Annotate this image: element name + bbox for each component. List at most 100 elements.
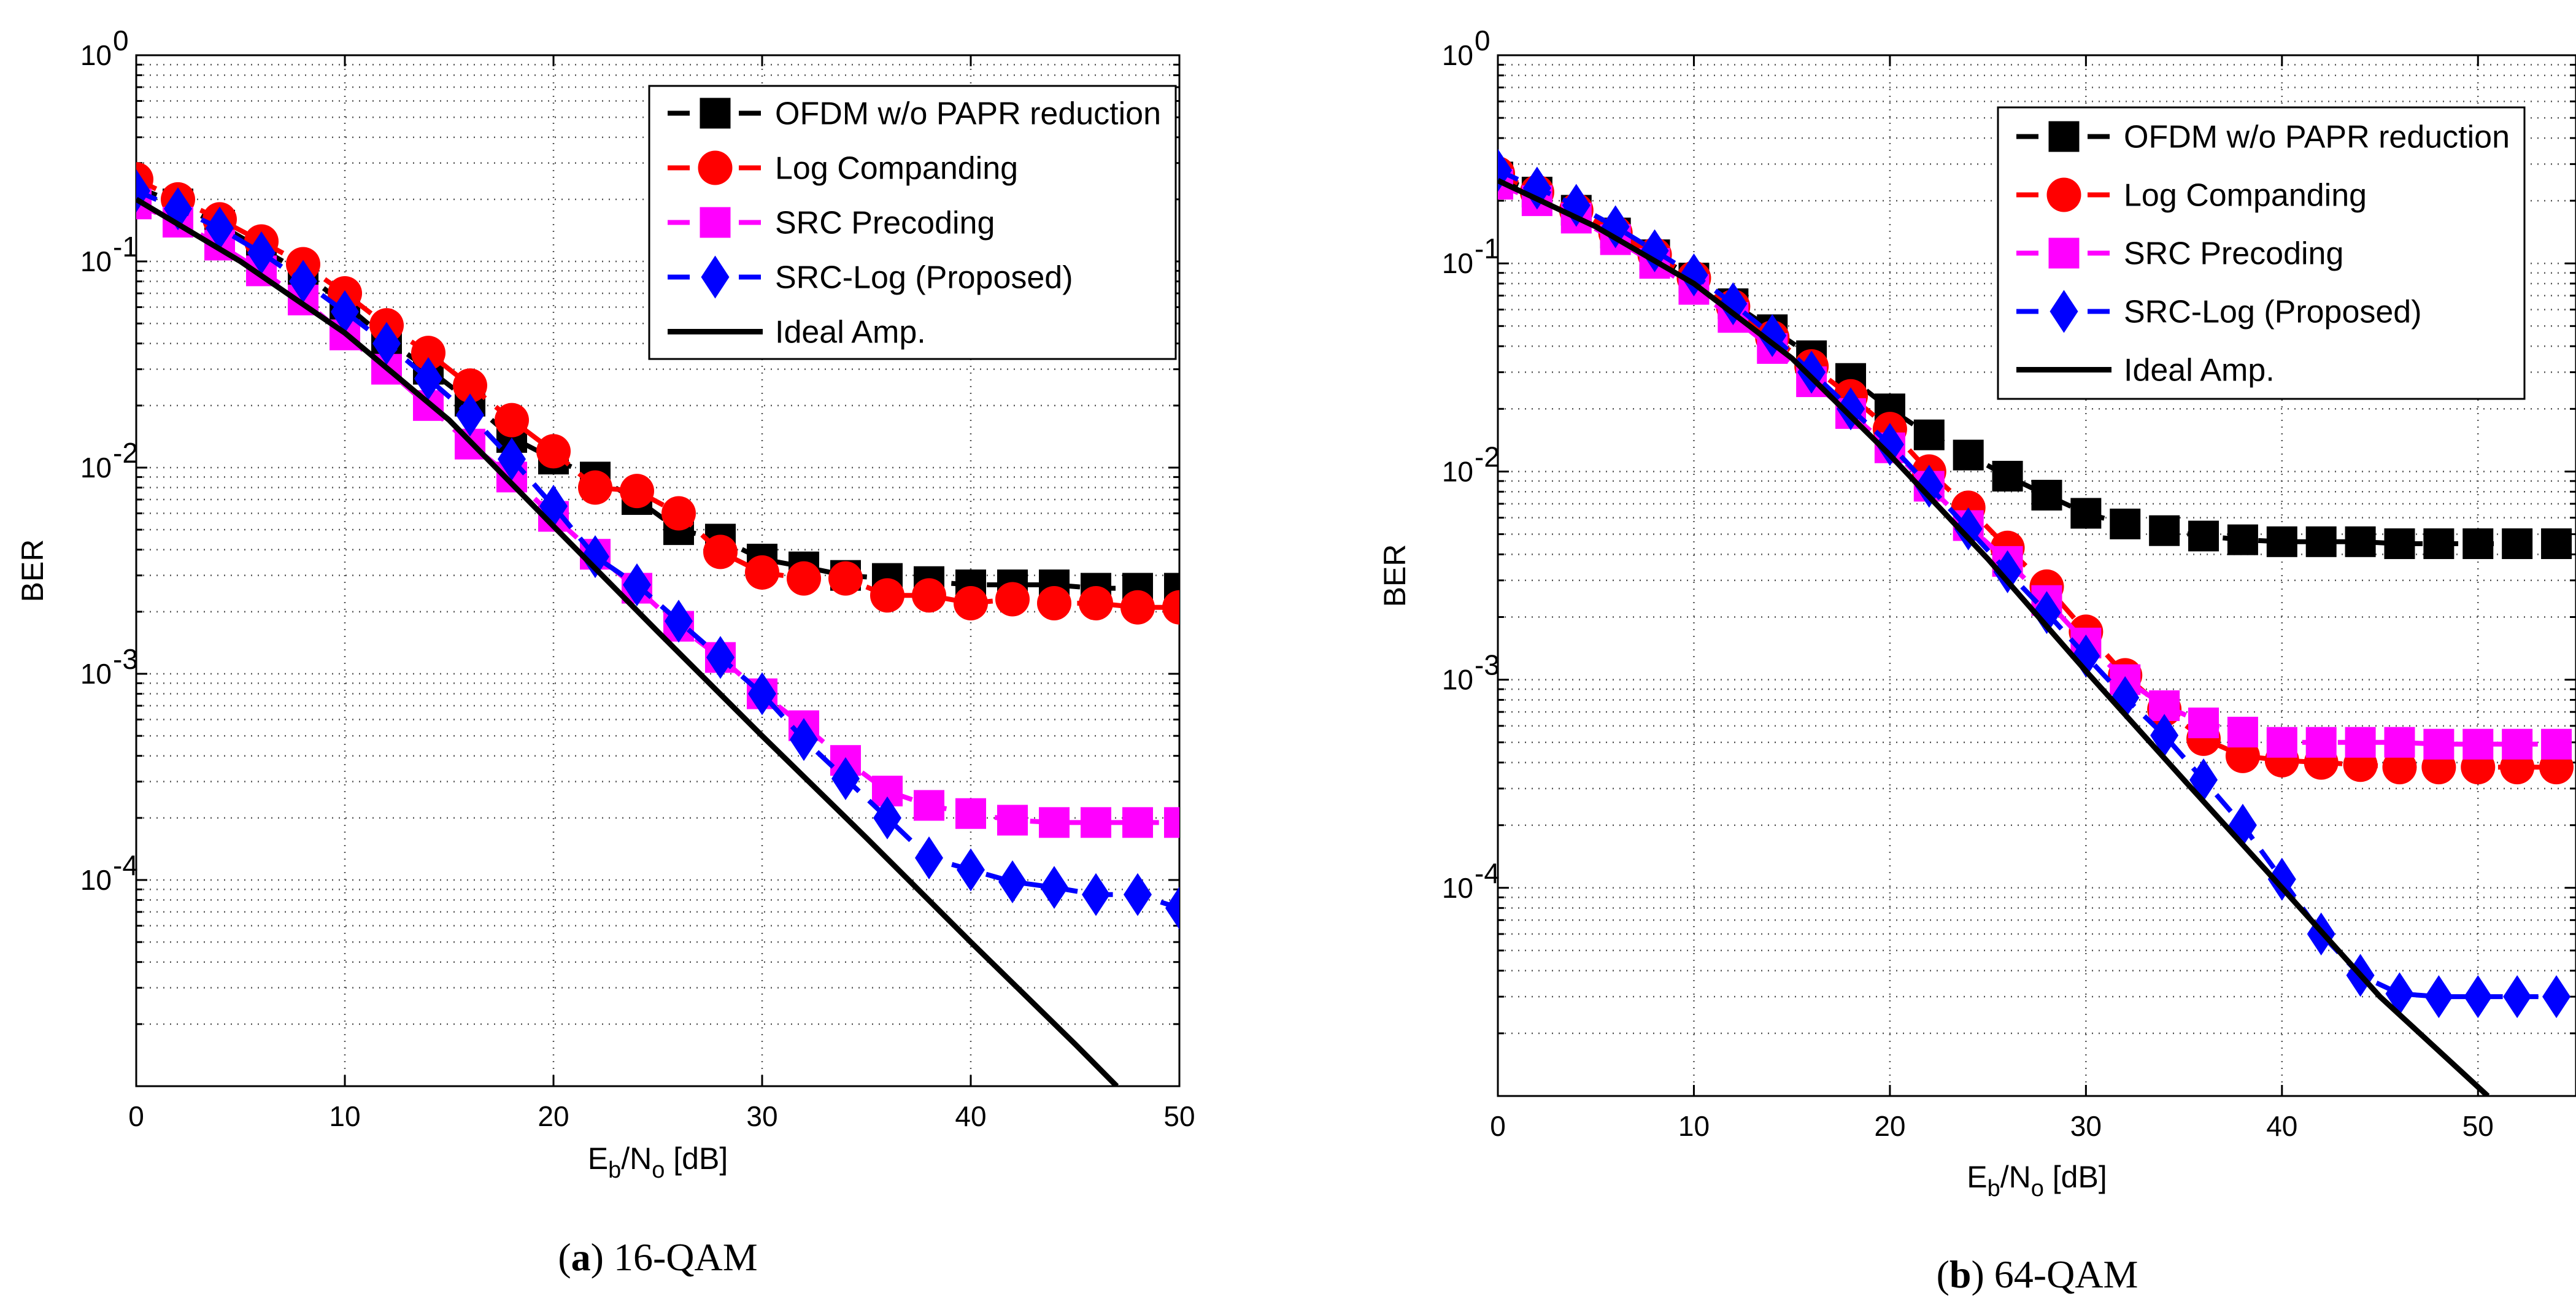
chart-a-xlabel-unit: [dB] [665,1141,728,1176]
chart-a-series-1-point-24 [1120,590,1155,625]
chart-a-series-3-point-13 [665,600,693,643]
chart-a-series-3-point-5 [331,290,359,334]
chart-a-ytick-exp-3: -3 [113,643,138,675]
chart-b-series-3-point-3 [1601,205,1630,249]
chart-a-series-2-point-20 [955,798,986,829]
chart-a-ticks [135,55,1181,1087]
chart-a-series-1-point-16 [787,561,821,596]
chart-b-series-3-point-19 [2228,803,2257,847]
chart-b-xtick-label-3: 30 [2070,1110,2102,1142]
chart-b-series-3-point-11 [1915,465,1943,508]
chart-a-series-3-point-11 [581,535,609,579]
chart-b-series-0-point-22 [2345,526,2376,557]
chart-a-series-4 [136,196,1119,1086]
chart-b-series-3 [1498,149,2571,1019]
chart-b-series-2-point-18 [2188,708,2219,739]
chart-b-legend-label-4: Ideal Amp. [2124,353,2275,388]
chart-a-series-3-point-20 [957,848,985,892]
chart-a-series-3-point-19 [915,836,943,879]
chart-a-series-1-point-23 [1079,585,1113,620]
chart-a-legend-marker-3 [701,255,730,299]
chart-a-axes-box [135,54,1181,1087]
chart-b-ytick-exp-0: 0 [1475,25,1490,56]
chart-b-series-3-point-10 [1875,423,1904,466]
chart-a-plot-area [136,162,1179,1086]
chart-b-legend-marker-2 [2048,237,2080,269]
chart-a-ytick-exp-1: -1 [113,231,138,263]
chart-b-ytick-exp-1: -1 [1475,233,1500,264]
chart-a-series-3-point-14 [706,636,735,679]
chart-b-series-3-point-1 [1522,166,1551,210]
chart-b-series-3-point-27 [2542,975,2571,1019]
chart-b-series-line-3 [1498,168,2557,1000]
chart-b-series-2-point-20 [2266,727,2297,758]
chart-b-legend-marker-1 [2046,177,2081,212]
chart-b-series-1-point-23 [2382,750,2417,785]
chart-a-series-2-point-23 [1081,807,1111,838]
chart-a-ytick-label-1: 10 [80,245,112,277]
chart-a-series-line-4 [136,196,1119,1086]
chart-b-ytick-label-0: 10 [1442,39,1473,71]
chart-a-xtick-label-3: 30 [746,1100,777,1132]
chart-b-series-2-point-25 [2462,728,2494,760]
chart-a-series-1-point-21 [995,582,1030,617]
chart-a-xtick-label-0: 0 [128,1100,144,1132]
chart-b-series-3-point-6 [1719,282,1748,325]
chart-b-series-0-point-18 [2188,520,2219,552]
chart-b-series-0-point-23 [2384,528,2415,560]
chart-a-series-1-point-25 [1162,590,1179,625]
chart-b-series-line-4 [1498,178,2490,1096]
chart-b-xlabel-sub1: b [1988,1176,2000,1202]
chart-b-legend-marker-0 [2048,121,2080,152]
chart-b-xtick-label-2: 20 [1874,1110,1905,1142]
chart-b-ytick-label-4: 10 [1442,872,1473,904]
chart-b-legend-label-0: OFDM w/o PAPR reduction [2124,120,2510,155]
chart-b-series-0-point-20 [2266,526,2297,557]
chart-a-series-3 [136,169,1179,930]
chart-b-series-3-point-20 [2267,857,2296,901]
chart-b-ytick-label-3: 10 [1442,664,1473,696]
chart-a-series-3-point-22 [1040,866,1068,909]
chart-a-xtick-label-1: 10 [329,1100,360,1132]
chart-a-caption-close: ) [591,1235,614,1279]
chart-a-series-1-point-19 [912,578,946,613]
chart-a-series-1-point-18 [870,578,904,613]
chart-a-legend-marker-1 [698,150,733,185]
chart-a-series-3-point-12 [623,563,651,607]
chart-b-legend-marker-3 [2050,290,2078,333]
chart-b-axes-box [1497,54,2576,1097]
chart-b-caption-close: ) [1971,1252,1994,1296]
chart-a-caption-open: ( [558,1235,571,1279]
chart-a-series-2-point-25 [1164,807,1179,838]
chart-b-ytick-exp-3: -3 [1475,649,1500,681]
chart-a-series-3-point-2 [206,206,234,250]
chart-a-ytick-exp-2: -2 [113,437,138,469]
chart-a-series-1-point-7 [411,336,445,371]
chart-a-series-1-point-13 [661,496,696,531]
chart-a-series-2-point-19 [914,790,944,821]
chart-a-ytick-label-3: 10 [80,658,112,690]
chart-b-legend-label-1: Log Companding [2124,178,2367,214]
chart-a-series-2-point-22 [1039,807,1070,838]
chart-b-series-0-point-27 [2541,528,2572,560]
chart-b-series-0-point-25 [2462,528,2494,560]
chart-b-plot-area [1498,149,2574,1096]
chart-b-legend-box [1997,106,2526,400]
chart-a-xlabel-sub1: b [608,1157,621,1183]
chart-a-caption: (a) 16-QAM [558,1235,757,1279]
chart-b-ytick-exp-2: -2 [1475,441,1500,473]
chart-b-caption-open: ( [1937,1252,1949,1296]
chart-b-xlabel-sub2: o [2031,1176,2044,1202]
chart-b-series-2-point-26 [2502,728,2533,760]
chart-a-series-3-point-4 [289,260,317,303]
chart-b-series-0-point-24 [2423,528,2455,560]
chart-a-series-1-point-12 [620,474,654,509]
chart-a-legend-marker-2 [700,207,731,238]
chart-b-series-3-point-23 [2385,972,2414,1016]
chart-b-legend-label-3: SRC-Log (Proposed) [2124,295,2422,330]
chart-a-series-1-point-17 [828,561,863,596]
chart-a-series-2-point-21 [997,805,1028,836]
chart-b-series-0-point-19 [2227,524,2258,555]
chart-a-series-3-point-23 [1082,873,1110,916]
